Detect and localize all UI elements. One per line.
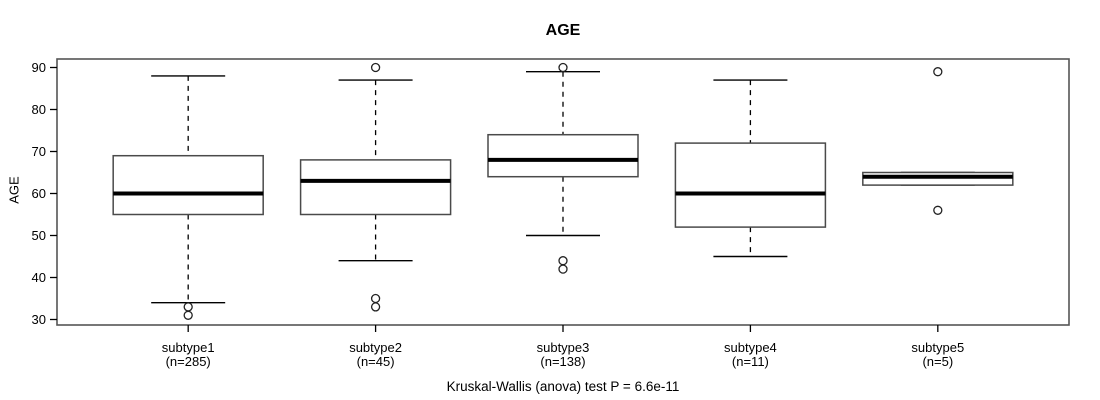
outlier-point xyxy=(370,293,381,304)
y-axis-title: AGE xyxy=(6,176,22,204)
iqr-box xyxy=(862,171,1014,186)
outlier-point xyxy=(183,302,193,312)
iqr-box xyxy=(674,142,827,228)
x-group-label: subtype3 xyxy=(537,340,590,355)
iqr-box xyxy=(299,159,452,216)
outlier-point xyxy=(558,256,568,266)
y-tick-label: 30 xyxy=(32,312,46,327)
outlier-point xyxy=(933,67,943,77)
outlier-point xyxy=(558,264,568,274)
y-tick-label: 50 xyxy=(32,228,46,243)
x-group-sublabel: (n=45) xyxy=(357,354,395,369)
y-tick-label: 80 xyxy=(32,102,46,117)
y-tick-label: 90 xyxy=(32,60,46,75)
outlier-point xyxy=(183,310,193,320)
x-group-sublabel: (n=11) xyxy=(732,354,769,369)
outlier-point xyxy=(370,62,381,73)
y-tick-label: 40 xyxy=(32,270,46,285)
iqr-box xyxy=(487,133,639,178)
iqr-box xyxy=(112,154,264,216)
x-group-sublabel: (n=5) xyxy=(922,354,953,369)
outlier-point xyxy=(558,62,568,73)
y-tick-label: 70 xyxy=(32,144,46,159)
x-group-label: subtype5 xyxy=(911,340,964,355)
outlier-point xyxy=(370,302,381,312)
y-tick-label: 60 xyxy=(32,186,46,201)
x-group-sublabel: (n=285) xyxy=(166,354,211,369)
x-group-label: subtype4 xyxy=(724,340,777,355)
x-group-sublabel: (n=138) xyxy=(540,354,585,369)
chart-title: AGE xyxy=(545,22,581,39)
outlier-point xyxy=(933,205,943,215)
x-group-label: subtype2 xyxy=(349,340,402,355)
x-group-label: subtype1 xyxy=(162,340,215,355)
stat-annotation: Kruskal-Wallis (anova) test P = 6.6e-11 xyxy=(446,379,680,394)
